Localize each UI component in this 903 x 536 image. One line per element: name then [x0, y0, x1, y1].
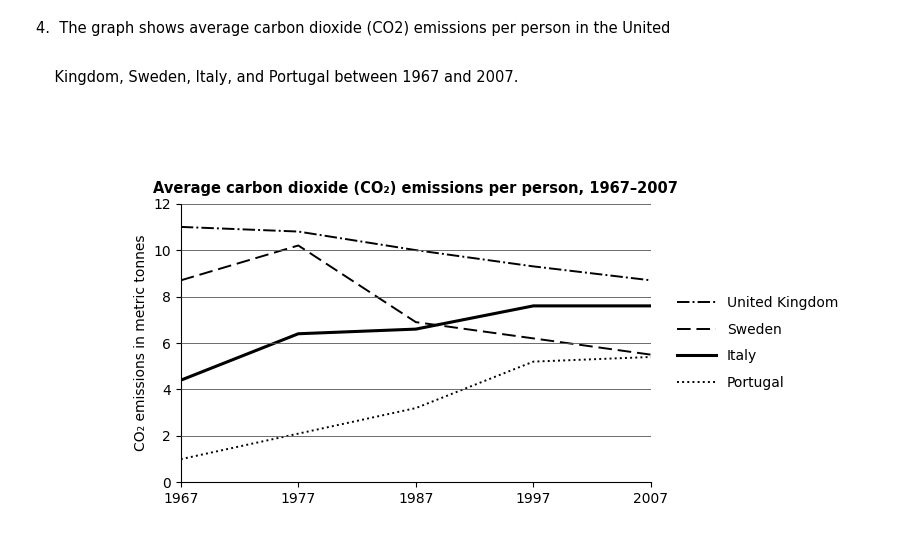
Sweden — [527, 335, 538, 341]
Italy — [410, 326, 421, 332]
Sweden — [645, 352, 656, 358]
Italy — [527, 303, 538, 309]
Text: Kingdom, Sweden, Italy, and Portugal between 1967 and 2007.: Kingdom, Sweden, Italy, and Portugal bet… — [36, 70, 518, 85]
Title: Average carbon dioxide (CO₂) emissions per person, 1967–2007: Average carbon dioxide (CO₂) emissions p… — [154, 181, 677, 196]
Line: Portugal: Portugal — [181, 357, 650, 459]
Italy — [645, 303, 656, 309]
Line: United Kingdom: United Kingdom — [181, 227, 650, 280]
Sweden — [175, 277, 186, 284]
United Kingdom — [410, 247, 421, 254]
Portugal — [527, 359, 538, 365]
Sweden — [410, 319, 421, 325]
Y-axis label: CO₂ emissions in metric tonnes: CO₂ emissions in metric tonnes — [134, 235, 148, 451]
Italy — [175, 377, 186, 383]
Line: Italy: Italy — [181, 306, 650, 380]
Legend: United Kingdom, Sweden, Italy, Portugal: United Kingdom, Sweden, Italy, Portugal — [675, 296, 837, 390]
Sweden — [293, 242, 303, 249]
Text: 4.  The graph shows average carbon dioxide (CO2) emissions per person in the Uni: 4. The graph shows average carbon dioxid… — [36, 21, 670, 36]
Portugal — [645, 354, 656, 360]
Italy — [293, 331, 303, 337]
United Kingdom — [293, 228, 303, 235]
United Kingdom — [527, 263, 538, 270]
Portugal — [410, 405, 421, 411]
Portugal — [293, 430, 303, 437]
United Kingdom — [175, 224, 186, 230]
United Kingdom — [645, 277, 656, 284]
Line: Sweden: Sweden — [181, 245, 650, 355]
Portugal — [175, 456, 186, 463]
